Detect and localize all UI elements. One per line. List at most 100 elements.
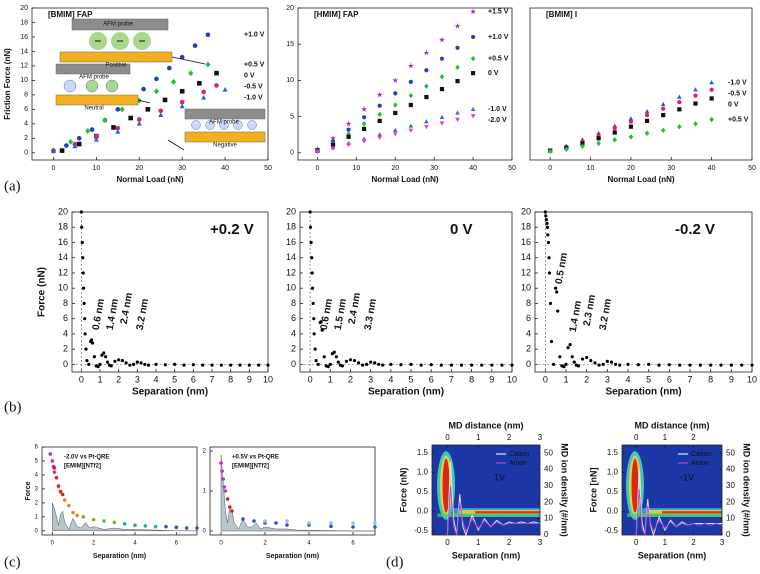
x-tick-label: 20	[627, 165, 635, 172]
data-point	[549, 339, 554, 344]
data-point	[90, 338, 94, 342]
data-point	[439, 363, 443, 367]
data-point	[310, 271, 314, 275]
diagram-box	[55, 94, 139, 106]
data-point	[48, 452, 53, 456]
data-point	[85, 358, 89, 363]
data-point	[81, 271, 85, 275]
y-tick-label: 0.5	[607, 487, 619, 496]
y-tick-label: 10	[286, 283, 296, 293]
data-point	[312, 332, 316, 336]
annotation: 3.2 nm	[598, 298, 614, 331]
data-point	[330, 142, 336, 147]
annotation: +0.5V vs Pt-QRE	[232, 455, 279, 461]
data-point	[158, 108, 164, 114]
y-tick-label: 2	[203, 449, 207, 455]
x2-tick-label: 3	[538, 433, 543, 442]
annotation: AFM probe	[209, 120, 239, 126]
x-tick-label: 0	[219, 541, 223, 547]
data-point	[470, 34, 476, 40]
data-point	[315, 149, 320, 154]
data-point	[229, 363, 233, 367]
data-point	[547, 148, 553, 155]
x-tick-label: 50	[264, 165, 272, 172]
legend-label: +1.5 V	[488, 8, 509, 15]
y-tick-label: 16	[521, 237, 531, 247]
plot-frame	[529, 7, 753, 161]
annotation: 1.4 nm	[568, 300, 584, 333]
data-point	[136, 117, 142, 122]
y-tick-label: 10	[521, 283, 531, 293]
data-point	[667, 363, 671, 367]
data-point	[377, 103, 382, 108]
ion	[247, 120, 257, 130]
data-point	[677, 123, 682, 130]
plot-frame	[41, 446, 198, 536]
ion	[191, 120, 201, 130]
data-point	[546, 240, 551, 245]
data-point	[455, 110, 460, 115]
data-point	[693, 87, 698, 92]
annotation: 0.6 nm	[319, 298, 335, 331]
data-point	[566, 346, 570, 350]
data-point	[197, 80, 202, 86]
x-tick-label: 10	[747, 374, 757, 384]
y-tick-label: 0	[35, 528, 39, 534]
y-tick-label: 6	[35, 445, 39, 451]
y-tick-label: 2	[35, 500, 39, 506]
data-point	[334, 355, 338, 359]
data-point	[362, 115, 367, 120]
data-point	[698, 363, 702, 367]
data-point	[93, 136, 99, 142]
data-point	[389, 362, 393, 366]
data-point	[439, 121, 445, 126]
data-point	[102, 519, 106, 523]
data-point	[628, 134, 634, 140]
data-point	[52, 470, 57, 474]
data-point	[214, 70, 219, 76]
x2-tick-label: 2	[691, 433, 696, 442]
heatmap-band	[627, 513, 722, 517]
data-point	[419, 363, 423, 367]
y-tick-label: 2	[291, 344, 296, 354]
y-tick-label: 2	[526, 344, 531, 354]
data-point	[274, 521, 278, 525]
data-point	[192, 43, 198, 48]
data-point	[593, 361, 597, 365]
plot-frame	[431, 444, 541, 536]
data-point	[562, 365, 566, 369]
data-point	[173, 362, 177, 366]
data-point	[312, 317, 316, 321]
annotation: +0.2 V	[210, 221, 254, 238]
x-tick-label: 0	[634, 538, 639, 547]
data-point	[393, 91, 398, 96]
data-point	[75, 513, 79, 518]
data-point	[128, 363, 132, 367]
diagram-box	[184, 131, 266, 143]
data-point	[329, 521, 333, 525]
data-point	[109, 364, 113, 368]
y-tick-label: 8	[63, 298, 68, 308]
data-point	[729, 363, 733, 367]
data-point	[322, 355, 326, 359]
legend-label: -1.0 V	[244, 94, 263, 101]
heatmap-band	[437, 513, 540, 517]
data-point	[558, 355, 562, 359]
data-point	[135, 360, 139, 364]
data-point	[102, 351, 106, 355]
data-point	[247, 363, 251, 367]
y-axis-label: Friction Force (nN)	[3, 48, 12, 120]
data-point	[210, 363, 214, 367]
legend-label: Cation	[691, 451, 711, 458]
data-point	[392, 102, 398, 108]
y-tick-label: 20	[521, 206, 531, 216]
y-tick-label: 20	[286, 5, 294, 12]
data-point	[351, 521, 355, 525]
data-point	[79, 210, 83, 214]
data-point	[424, 125, 429, 130]
data-point	[219, 363, 223, 367]
data-point	[154, 362, 158, 366]
data-point	[285, 519, 289, 523]
data-point	[408, 123, 414, 128]
